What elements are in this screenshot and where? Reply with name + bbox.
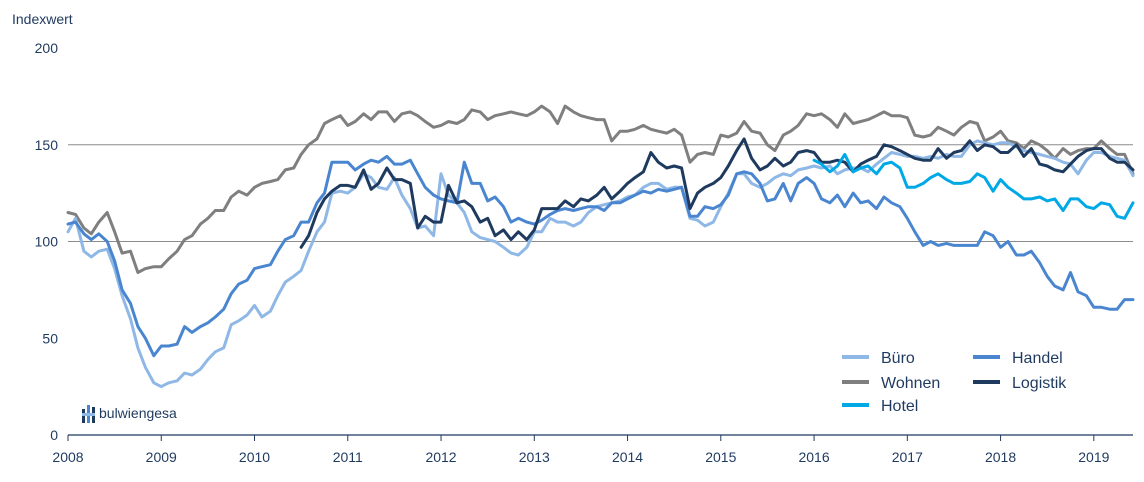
legend-label-wohnen: Wohnen [881,375,940,392]
x-tick-label: 2017 [892,449,923,465]
y-axis-ticks: 0 50 100 150 200 [35,40,59,443]
series-line-logistik [299,137,1135,249]
y-tick-label: 100 [35,234,59,250]
legend-label-buero: Büro [881,350,915,367]
y-axis-label: Indexwert [12,11,73,27]
series-line-wohnen [66,104,1135,274]
y-tick-label: 0 [50,427,58,443]
x-tick-label: 2013 [519,449,550,465]
logo: bulwiengesa [82,405,177,423]
gridlines [68,144,1133,242]
y-tick-label: 50 [42,330,58,346]
logo-text: bulwiengesa [99,405,177,421]
x-tick-label: 2014 [612,449,643,465]
legend-label-logistik: Logistik [1012,375,1067,392]
bulwiengesa-logo-icon [82,405,95,423]
series-line-hotel [812,152,1135,220]
x-tick-label: 2011 [333,449,363,465]
x-tick-label: 2015 [705,449,736,465]
series-line-handel [66,154,1135,358]
x-tick-label: 2018 [985,449,1016,465]
series-line-buero [66,139,1135,389]
legend-label-hotel: Hotel [881,398,918,415]
x-tick-label: 2019 [1078,449,1109,465]
x-tick-label: 2008 [52,449,83,465]
x-axis: 2008 2009 2010 2011 2012 2013 2014 2015 2016 2017… [52,434,1133,465]
series-lines [66,104,1135,389]
x-tick-label: 2016 [798,449,829,465]
legend: Büro Handel Wohnen Logistik Hotel [842,350,1067,415]
x-tick-label: 2009 [146,449,177,465]
x-tick-label: 2010 [239,449,270,465]
y-tick-label: 150 [35,137,59,153]
y-tick-label: 200 [35,40,59,56]
x-tick-label: 2012 [425,449,456,465]
legend-label-handel: Handel [1012,350,1063,367]
